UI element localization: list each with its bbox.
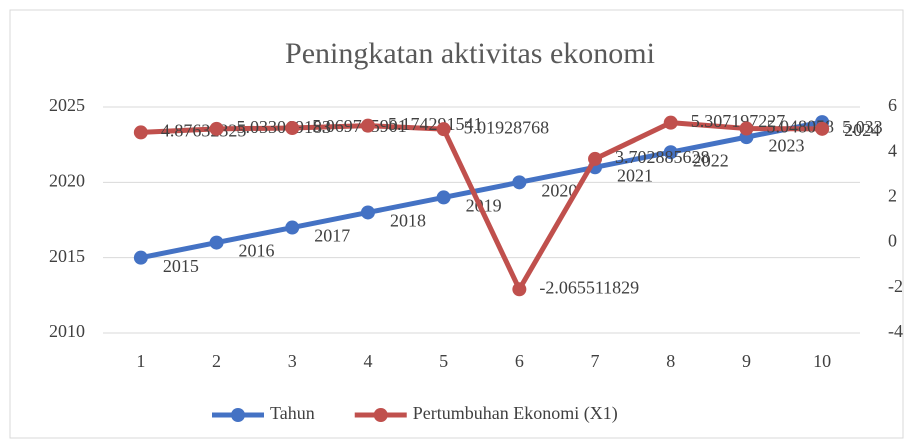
data-point [209,121,224,136]
x-tick-label: 10 [813,351,831,371]
x-tick-label: 8 [666,351,675,371]
data-point [436,122,451,137]
x-tick-label: 1 [136,351,145,371]
data-label: 4.87632325 [161,121,247,141]
data-label: 2020 [541,180,577,200]
data-point [663,115,678,130]
x-tick-label: 7 [591,351,600,371]
data-point [285,121,300,136]
data-label: 5.01928768 [464,117,550,137]
x-tick-label: 6 [515,351,524,371]
chart-title: Peningkatan aktivitas ekonomi [285,37,655,70]
data-label: 2017 [314,226,350,246]
data-label: 2021 [617,165,653,185]
series-line [140,119,823,261]
data-label: 5.033 [842,117,883,137]
y2-tick-label: -4 [888,321,903,341]
data-label: 2024 [844,120,880,140]
data-point [739,121,754,136]
data-point [436,190,451,205]
data-label: 2018 [390,211,426,231]
legend-label: Tahun [270,403,315,423]
x-tick-label: 4 [363,351,372,371]
y2-tick-label: 4 [888,140,897,160]
x-tick-label: 9 [742,351,751,371]
y2-tick-label: 2 [888,186,897,206]
y-tick-label: 2015 [49,246,85,266]
y2-tick-label: 6 [888,95,897,115]
data-label: 5.307197227 [691,111,786,131]
data-point [133,250,148,265]
data-point [209,235,224,250]
data-label: 2022 [693,150,729,170]
data-label: 2015 [163,256,199,276]
y-tick-label: 2010 [49,321,85,341]
legend-label: Pertumbuhan Ekonomi (X1) [413,403,618,424]
y-tick-label: 2020 [49,170,85,190]
data-label: 5.033069183 [237,117,331,137]
data-point [588,151,603,166]
data-point [360,205,375,220]
data-point [512,175,527,190]
x-tick-label: 3 [288,351,297,371]
data-point [360,118,375,133]
data-label: 2016 [239,241,275,261]
x-tick-label: 2 [212,351,221,371]
y2-tick-label: 0 [888,231,897,251]
data-point [815,121,830,136]
y2-tick-label: -2 [888,276,903,296]
data-label: -2.065511829 [539,277,639,297]
data-point [663,145,678,160]
x-tick-label: 5 [439,351,448,371]
legend-marker [231,408,245,422]
data-label: 3.702885628 [615,147,710,167]
data-label: 5.069785901 [312,116,407,136]
data-point [512,282,527,297]
chart-border [9,9,904,439]
data-point [133,125,148,140]
series-line [140,120,823,292]
y-tick-label: 2025 [49,95,85,115]
data-point [285,220,300,235]
legend-marker [373,408,388,422]
data-label: 5.174291541 [388,114,483,134]
data-label: 2023 [768,135,804,155]
